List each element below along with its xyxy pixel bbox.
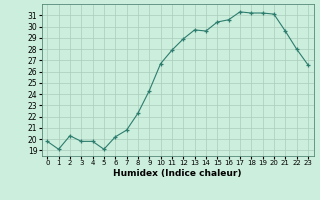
X-axis label: Humidex (Indice chaleur): Humidex (Indice chaleur) — [113, 169, 242, 178]
